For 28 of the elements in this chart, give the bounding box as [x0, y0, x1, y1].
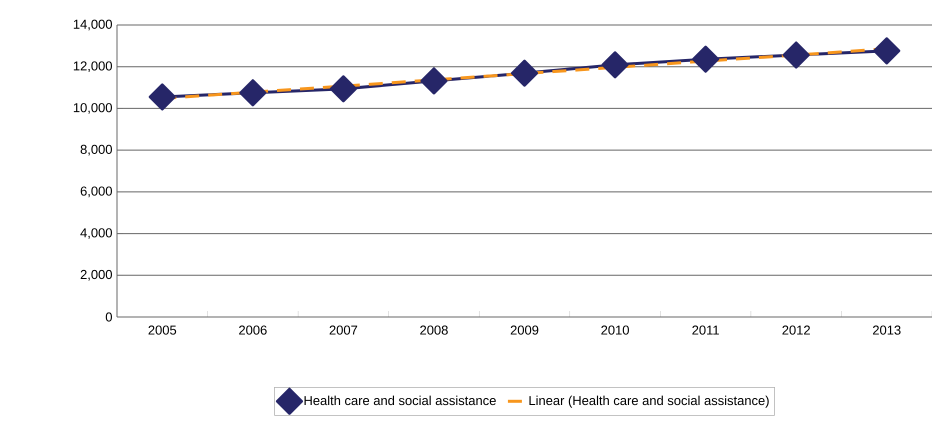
point: [873, 37, 900, 64]
y-tick-label: 4,000: [80, 228, 112, 239]
point: [239, 79, 266, 106]
x-tick-label: 2009: [510, 326, 538, 335]
point: [602, 51, 629, 78]
x-tick-label: 2005: [148, 326, 176, 335]
x-tick-label: 2007: [330, 326, 358, 335]
point: [692, 46, 720, 73]
point: [782, 42, 810, 69]
y-tick-label: 2,000: [80, 270, 112, 281]
y-tick-label: 6,000: [80, 186, 112, 198]
y-tick-label: 12,000: [74, 61, 112, 72]
y-tick-label: 0: [106, 312, 112, 322]
x-tick-label: 2008: [420, 326, 448, 335]
y-tick-label: 14,000: [74, 20, 112, 30]
y-tick-label: 8,000: [80, 144, 112, 156]
legend-label: Health care and social assistance: [304, 396, 496, 406]
point: [420, 67, 448, 94]
legend-label: Linear (Health care and social assistance): [529, 396, 769, 408]
x-tick-label: 2010: [601, 326, 629, 335]
point: [330, 75, 357, 102]
x-tick-label: 2012: [782, 326, 810, 335]
y-tick-label: 10,000: [74, 103, 112, 114]
x-tick-label: 2011: [692, 326, 719, 335]
point: [510, 60, 538, 87]
x-tick-label: 2013: [872, 326, 901, 335]
point: [148, 83, 176, 110]
x-tick-label: 2006: [239, 326, 267, 335]
